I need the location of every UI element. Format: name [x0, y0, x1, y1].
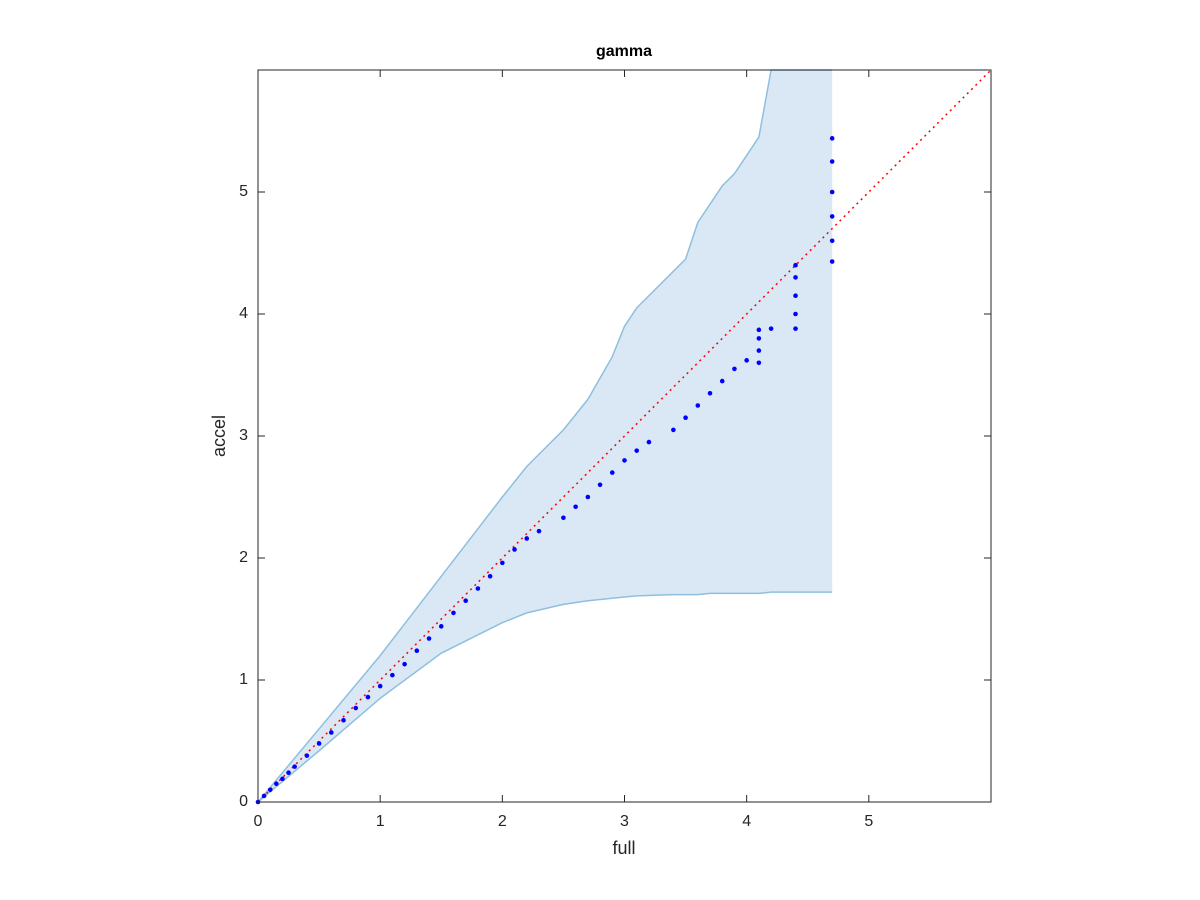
y-tick-label: 5 [239, 183, 248, 200]
point [365, 694, 371, 700]
point [622, 458, 627, 463]
point [286, 770, 291, 776]
point [793, 293, 798, 299]
band-upper [257, 69, 833, 803]
point [793, 262, 798, 268]
band-fill [258, 70, 833, 802]
point [267, 787, 273, 793]
point [793, 311, 798, 317]
point [304, 753, 310, 758]
point [707, 391, 713, 396]
point [793, 326, 798, 331]
point [683, 415, 688, 421]
y-axis-label: accel [209, 415, 229, 457]
chart-title: gamma [596, 43, 652, 60]
point [597, 482, 603, 488]
point [402, 661, 407, 667]
point [463, 598, 468, 603]
point [573, 504, 578, 510]
point [524, 536, 530, 541]
point [829, 214, 835, 219]
y-tick-label: 3 [239, 427, 248, 444]
point [756, 327, 762, 333]
point [671, 427, 676, 433]
x-tick-label: 3 [620, 813, 629, 830]
point [768, 326, 774, 331]
point [316, 741, 322, 746]
point [280, 776, 285, 782]
point [438, 624, 444, 629]
point [646, 439, 652, 445]
point [487, 574, 493, 579]
y-tick-label: 0 [239, 793, 248, 810]
point [585, 494, 591, 500]
point [695, 403, 701, 408]
point [561, 515, 566, 521]
point [829, 136, 835, 141]
point [512, 547, 517, 552]
point [353, 705, 359, 711]
point [390, 672, 395, 678]
point [719, 378, 725, 384]
x-tick-label: 1 [376, 813, 385, 830]
point [829, 189, 835, 195]
point [829, 159, 835, 164]
point [756, 348, 762, 353]
x-tick-label: 4 [742, 813, 751, 830]
point [634, 448, 640, 453]
x-tick-label: 2 [498, 813, 507, 830]
point [829, 259, 835, 264]
point [609, 470, 615, 475]
point [329, 730, 334, 735]
point [744, 358, 749, 363]
point [426, 636, 432, 641]
y-tick-label: 2 [239, 549, 248, 566]
point [756, 360, 762, 366]
point [829, 238, 835, 244]
point [341, 717, 346, 723]
point [261, 793, 267, 799]
point [732, 366, 737, 372]
point [475, 586, 481, 591]
point [377, 683, 383, 689]
x-tick-label: 5 [864, 813, 873, 830]
y-tick-label: 1 [239, 671, 248, 688]
point [414, 648, 420, 654]
point [500, 560, 505, 566]
point [793, 275, 798, 280]
point [756, 336, 762, 341]
point [536, 528, 542, 534]
point [274, 781, 279, 786]
point [292, 764, 297, 769]
band-lower [257, 591, 833, 803]
reference-line [257, 69, 992, 803]
y-tick-label: 4 [239, 305, 248, 322]
x-axis-label: full [612, 838, 635, 858]
point [451, 610, 456, 616]
x-tick-label: 0 [254, 813, 263, 830]
